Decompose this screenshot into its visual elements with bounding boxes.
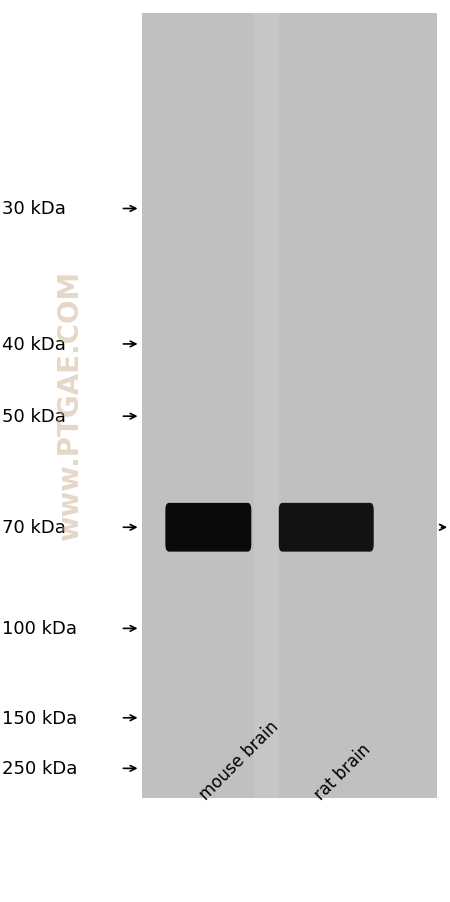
FancyBboxPatch shape: [279, 503, 374, 552]
Text: 250 kDa: 250 kDa: [2, 759, 77, 778]
Text: 70 kDa: 70 kDa: [2, 519, 66, 537]
Text: rat brain: rat brain: [311, 740, 374, 803]
Text: 100 kDa: 100 kDa: [2, 620, 77, 638]
Text: www.PTGAE.COM: www.PTGAE.COM: [56, 271, 84, 541]
Text: 150 kDa: 150 kDa: [2, 709, 77, 727]
Text: 40 kDa: 40 kDa: [2, 336, 66, 354]
FancyBboxPatch shape: [254, 14, 279, 798]
Text: mouse brain: mouse brain: [197, 717, 283, 803]
Text: 30 kDa: 30 kDa: [2, 200, 66, 218]
FancyBboxPatch shape: [166, 503, 251, 552]
Text: 50 kDa: 50 kDa: [2, 408, 66, 426]
FancyBboxPatch shape: [142, 14, 436, 798]
